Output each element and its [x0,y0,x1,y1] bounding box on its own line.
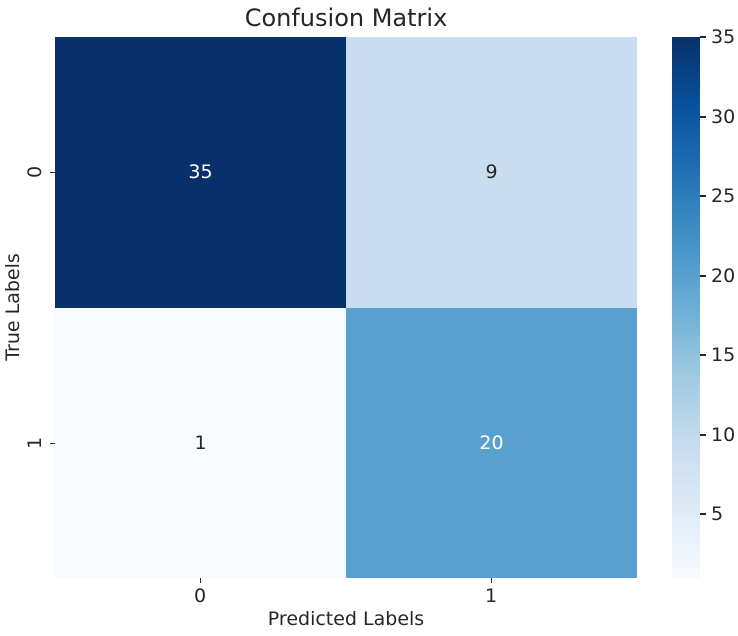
cell-value-true0-pred0: 35 [188,161,213,184]
colorbar-tick-label-10: 10 [711,423,736,446]
colorbar-tick-label-30: 30 [711,105,736,128]
colorbar-tick-mark-20 [700,274,706,277]
cell-value-true1-pred0: 1 [194,431,207,454]
y-tick-label-0: 0 [24,165,46,179]
heatmap-cell-true0-pred1: 9 [346,37,637,308]
x-axis-label: Predicted Labels [267,608,425,630]
y-tick-label-1: 1 [24,436,46,450]
colorbar-tick-mark-35 [700,36,706,38]
colorbar-tick-mark-15 [700,354,706,357]
cell-value-true1-pred1: 20 [479,431,504,454]
x-tick-mark-0 [200,578,201,583]
colorbar-tick-mark-5 [700,513,706,516]
colorbar-tick-label-25: 25 [711,185,736,208]
y-tick-mark-0 [50,172,55,173]
chart-title: Confusion Matrix [244,4,448,32]
cell-value-true0-pred1: 9 [485,161,498,184]
colorbar-gradient [672,37,700,578]
heatmap-cell-true0-pred0: 35 [55,37,346,308]
colorbar-tick-mark-25 [700,195,706,198]
colorbar-tick-label-35: 35 [711,26,736,48]
x-tick-label-0: 0 [193,585,207,607]
colorbar-tick-mark-30 [700,115,706,118]
y-axis-label: True Labels [2,253,24,361]
colorbar-tick-mark-10 [700,433,706,436]
heatmap-cell-true1-pred1: 20 [346,307,637,578]
heatmap-cell-true1-pred0: 1 [55,307,346,578]
colorbar-tick-label-20: 20 [711,264,736,287]
colorbar-ticks: 5 10 15 20 25 30 35 [700,26,738,578]
y-tick-mark-1 [50,443,55,444]
colorbar-tick-label-15: 15 [711,344,736,367]
x-tick-mark-1 [491,578,492,583]
x-tick-label-1: 1 [484,585,498,607]
heatmap-grid: 35 9 1 20 [55,37,637,578]
colorbar-tick-label-5: 5 [711,503,724,526]
